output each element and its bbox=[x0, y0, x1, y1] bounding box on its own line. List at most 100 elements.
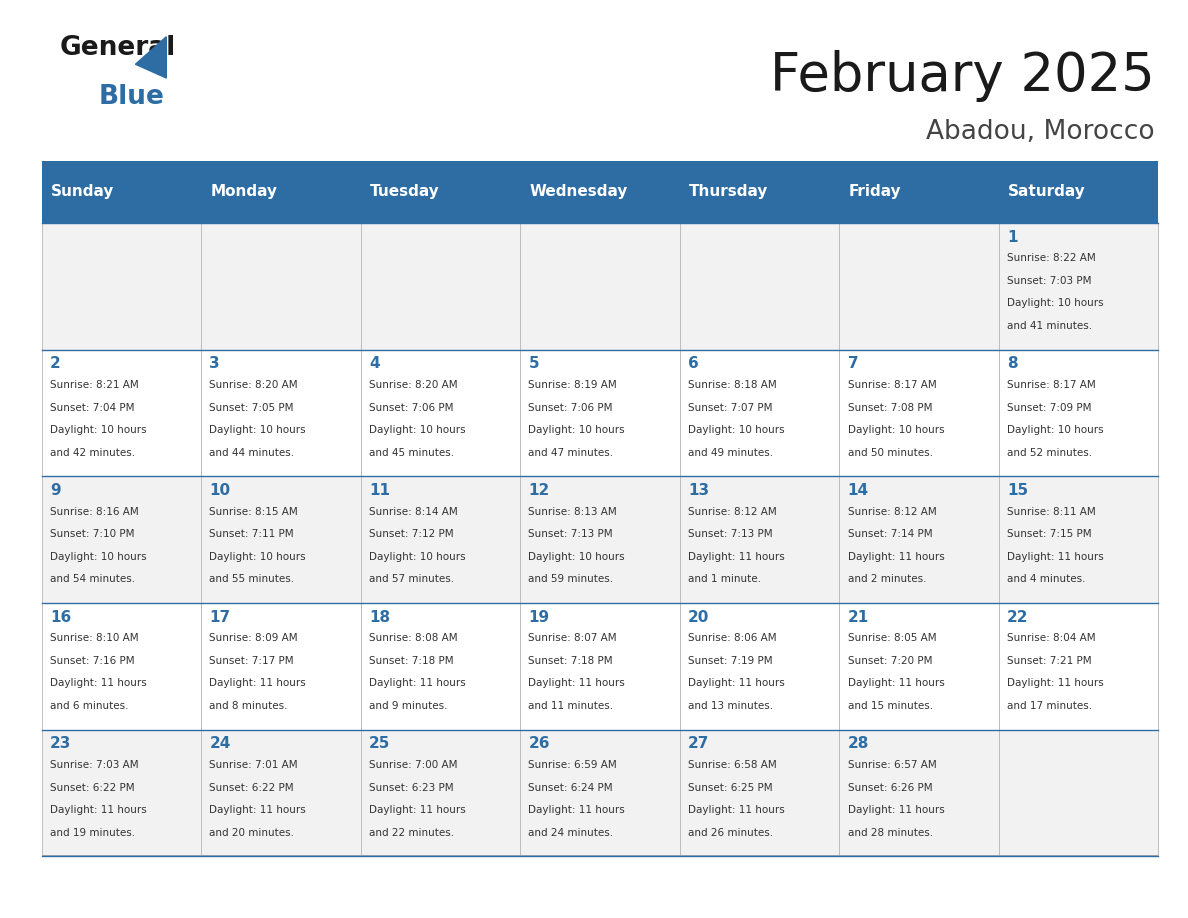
Bar bbox=[42, 350, 201, 476]
Text: and 4 minutes.: and 4 minutes. bbox=[1007, 575, 1086, 584]
Text: 22: 22 bbox=[1007, 610, 1029, 624]
Text: General: General bbox=[59, 35, 176, 61]
Text: Daylight: 10 hours: Daylight: 10 hours bbox=[209, 425, 307, 435]
Bar bbox=[839, 223, 999, 350]
Text: and 2 minutes.: and 2 minutes. bbox=[847, 575, 927, 584]
Text: and 42 minutes.: and 42 minutes. bbox=[50, 448, 135, 457]
Text: 25: 25 bbox=[369, 736, 391, 751]
Text: and 19 minutes.: and 19 minutes. bbox=[50, 828, 135, 837]
Bar bbox=[42, 730, 201, 856]
Bar bbox=[361, 476, 520, 603]
Bar bbox=[680, 223, 839, 350]
Text: Sunrise: 8:16 AM: Sunrise: 8:16 AM bbox=[50, 507, 139, 517]
Text: and 41 minutes.: and 41 minutes. bbox=[1007, 321, 1092, 330]
Text: Sunset: 6:25 PM: Sunset: 6:25 PM bbox=[688, 783, 772, 792]
Text: and 8 minutes.: and 8 minutes. bbox=[209, 701, 287, 711]
Text: 7: 7 bbox=[847, 356, 858, 371]
Text: Daylight: 10 hours: Daylight: 10 hours bbox=[209, 552, 307, 562]
Bar bbox=[680, 350, 839, 476]
Text: Monday: Monday bbox=[210, 185, 278, 199]
Text: and 15 minutes.: and 15 minutes. bbox=[847, 701, 933, 711]
Bar bbox=[839, 603, 999, 730]
Text: Sunrise: 8:18 AM: Sunrise: 8:18 AM bbox=[688, 380, 777, 390]
Text: Daylight: 10 hours: Daylight: 10 hours bbox=[50, 552, 146, 562]
Text: Friday: Friday bbox=[848, 185, 902, 199]
Text: 19: 19 bbox=[529, 610, 550, 624]
Text: February 2025: February 2025 bbox=[770, 50, 1155, 103]
Bar bbox=[680, 730, 839, 856]
Text: Sunrise: 8:04 AM: Sunrise: 8:04 AM bbox=[1007, 633, 1095, 644]
Text: Daylight: 10 hours: Daylight: 10 hours bbox=[529, 425, 625, 435]
Text: Sunrise: 6:58 AM: Sunrise: 6:58 AM bbox=[688, 760, 777, 770]
Bar bbox=[520, 476, 680, 603]
Text: and 24 minutes.: and 24 minutes. bbox=[529, 828, 614, 837]
Text: Sunset: 7:08 PM: Sunset: 7:08 PM bbox=[847, 403, 933, 412]
Text: Sunrise: 7:01 AM: Sunrise: 7:01 AM bbox=[209, 760, 298, 770]
Text: Daylight: 11 hours: Daylight: 11 hours bbox=[369, 805, 466, 815]
Bar bbox=[839, 161, 999, 223]
Text: Sunrise: 8:09 AM: Sunrise: 8:09 AM bbox=[209, 633, 298, 644]
Text: 16: 16 bbox=[50, 610, 71, 624]
Text: Sunrise: 8:14 AM: Sunrise: 8:14 AM bbox=[369, 507, 457, 517]
Text: Sunrise: 6:57 AM: Sunrise: 6:57 AM bbox=[847, 760, 936, 770]
Bar bbox=[839, 730, 999, 856]
Text: Daylight: 11 hours: Daylight: 11 hours bbox=[688, 805, 785, 815]
Bar bbox=[361, 161, 520, 223]
Text: Daylight: 11 hours: Daylight: 11 hours bbox=[369, 678, 466, 688]
Text: Daylight: 11 hours: Daylight: 11 hours bbox=[529, 678, 625, 688]
Text: Daylight: 11 hours: Daylight: 11 hours bbox=[688, 678, 785, 688]
Text: and 13 minutes.: and 13 minutes. bbox=[688, 701, 773, 711]
Text: Sunrise: 8:12 AM: Sunrise: 8:12 AM bbox=[688, 507, 777, 517]
Text: 14: 14 bbox=[847, 483, 868, 498]
Text: Sunrise: 8:08 AM: Sunrise: 8:08 AM bbox=[369, 633, 457, 644]
Text: Sunrise: 7:00 AM: Sunrise: 7:00 AM bbox=[369, 760, 457, 770]
Text: Daylight: 10 hours: Daylight: 10 hours bbox=[688, 425, 784, 435]
Text: Blue: Blue bbox=[99, 84, 164, 110]
Text: Wednesday: Wednesday bbox=[530, 185, 628, 199]
Text: and 17 minutes.: and 17 minutes. bbox=[1007, 701, 1092, 711]
Text: 17: 17 bbox=[209, 610, 230, 624]
Text: Sunset: 7:05 PM: Sunset: 7:05 PM bbox=[209, 403, 293, 412]
Text: 23: 23 bbox=[50, 736, 71, 751]
Bar bbox=[42, 855, 1158, 856]
Text: Daylight: 11 hours: Daylight: 11 hours bbox=[688, 552, 785, 562]
Text: Sunset: 7:15 PM: Sunset: 7:15 PM bbox=[1007, 530, 1092, 539]
Bar bbox=[42, 223, 201, 350]
Bar bbox=[680, 161, 839, 223]
Text: Sunset: 7:20 PM: Sunset: 7:20 PM bbox=[847, 656, 933, 666]
Text: Sunrise: 8:07 AM: Sunrise: 8:07 AM bbox=[529, 633, 617, 644]
Text: and 55 minutes.: and 55 minutes. bbox=[209, 575, 295, 584]
Bar bbox=[520, 603, 680, 730]
Text: 26: 26 bbox=[529, 736, 550, 751]
Bar bbox=[201, 476, 361, 603]
Text: and 22 minutes.: and 22 minutes. bbox=[369, 828, 454, 837]
Text: and 50 minutes.: and 50 minutes. bbox=[847, 448, 933, 457]
Text: Sunset: 7:19 PM: Sunset: 7:19 PM bbox=[688, 656, 772, 666]
Text: 6: 6 bbox=[688, 356, 699, 371]
Text: and 20 minutes.: and 20 minutes. bbox=[209, 828, 295, 837]
Bar bbox=[520, 730, 680, 856]
Bar bbox=[42, 161, 201, 223]
Text: Sunrise: 7:03 AM: Sunrise: 7:03 AM bbox=[50, 760, 139, 770]
Text: Sunday: Sunday bbox=[51, 185, 114, 199]
Bar bbox=[361, 603, 520, 730]
Text: Sunrise: 8:12 AM: Sunrise: 8:12 AM bbox=[847, 507, 936, 517]
Text: and 26 minutes.: and 26 minutes. bbox=[688, 828, 773, 837]
Text: Sunrise: 8:10 AM: Sunrise: 8:10 AM bbox=[50, 633, 139, 644]
Text: Daylight: 11 hours: Daylight: 11 hours bbox=[50, 805, 146, 815]
Bar bbox=[999, 161, 1158, 223]
Text: Daylight: 11 hours: Daylight: 11 hours bbox=[1007, 678, 1104, 688]
Bar bbox=[201, 161, 361, 223]
Bar bbox=[201, 730, 361, 856]
Text: and 59 minutes.: and 59 minutes. bbox=[529, 575, 614, 584]
Bar bbox=[520, 223, 680, 350]
Text: Daylight: 10 hours: Daylight: 10 hours bbox=[369, 425, 466, 435]
Text: Sunset: 7:14 PM: Sunset: 7:14 PM bbox=[847, 530, 933, 539]
Text: Sunset: 7:12 PM: Sunset: 7:12 PM bbox=[369, 530, 454, 539]
Text: Thursday: Thursday bbox=[689, 185, 769, 199]
Text: Sunrise: 8:20 AM: Sunrise: 8:20 AM bbox=[369, 380, 457, 390]
Text: 3: 3 bbox=[209, 356, 220, 371]
Text: Sunrise: 8:13 AM: Sunrise: 8:13 AM bbox=[529, 507, 618, 517]
Text: Daylight: 11 hours: Daylight: 11 hours bbox=[847, 552, 944, 562]
Text: Sunrise: 8:11 AM: Sunrise: 8:11 AM bbox=[1007, 507, 1095, 517]
